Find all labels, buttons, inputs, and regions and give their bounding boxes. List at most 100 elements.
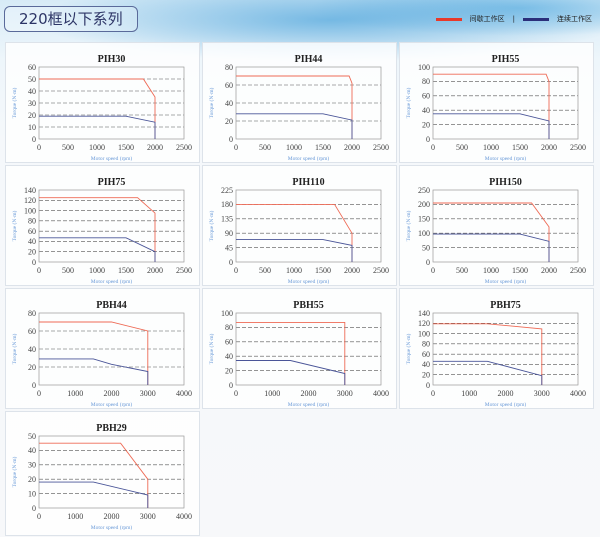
series-line-intermittent [433, 323, 543, 385]
x-axis-label: Motor speed (rpm) [485, 155, 527, 162]
chart-svg: PIH30 0 10 20 30 40 50 60 0 500 1000 1500 2000 2500 Mo… [11, 54, 192, 162]
x-tick-label: 0 [234, 266, 238, 275]
x-tick-label: 1500 [315, 266, 331, 275]
y-tick-label: 20 [28, 248, 36, 257]
x-tick-label: 1500 [118, 143, 134, 152]
y-tick-label: 60 [225, 338, 233, 347]
series-line-continuous [39, 237, 156, 262]
y-tick-label: 200 [418, 200, 430, 209]
y-tick-label: 50 [422, 243, 430, 252]
series-line-continuous [236, 239, 353, 262]
y-tick-label: 10 [28, 489, 36, 498]
y-tick-label: 250 [418, 186, 430, 195]
y-axis-label: Torque (N·m) [208, 88, 215, 119]
x-tick-label: 3000 [337, 389, 353, 398]
y-tick-label: 140 [24, 186, 36, 195]
y-tick-label: 80 [422, 340, 430, 349]
series-line-intermittent [39, 321, 149, 385]
x-axis-label: Motor speed (rpm) [288, 155, 330, 162]
x-tick-label: 2000 [104, 512, 120, 521]
x-tick-label: 2500 [176, 266, 192, 275]
y-tick-label: 40 [28, 446, 36, 455]
x-tick-label: 1500 [315, 143, 331, 152]
y-tick-label: 150 [418, 215, 430, 224]
x-tick-label: 500 [456, 143, 468, 152]
legend-label-intermittent: 间歇工作区 [469, 15, 505, 23]
y-tick-label: 20 [225, 117, 233, 126]
y-tick-label: 120 [418, 319, 430, 328]
x-axis-label: Motor speed (rpm) [485, 278, 527, 285]
x-tick-label: 1000 [89, 266, 105, 275]
x-tick-label: 1500 [118, 266, 134, 275]
y-tick-label: 0 [32, 381, 36, 390]
y-tick-label: 100 [221, 309, 233, 318]
x-tick-label: 0 [37, 266, 41, 275]
y-tick-label: 0 [229, 381, 233, 390]
y-tick-label: 90 [225, 229, 233, 238]
series-line-intermittent [236, 321, 346, 385]
y-tick-label: 80 [28, 309, 36, 318]
series-line-continuous [39, 481, 149, 508]
plot-frame [432, 189, 579, 263]
y-tick-label: 40 [28, 87, 36, 96]
chart-title: PIH55 [492, 54, 520, 65]
chart-panel-pih30: PIH30 0 10 20 30 40 50 60 0 500 1000 1500 2000 2500 Mo… [5, 42, 200, 163]
x-tick-label: 3000 [140, 389, 156, 398]
plot-frame [432, 312, 579, 386]
series-line-continuous [236, 360, 346, 385]
chart-svg: PBH44 0 20 40 60 80 0 1000 2000 3000 4000 Motor spe… [11, 300, 192, 408]
y-tick-label: 40 [28, 237, 36, 246]
x-tick-label: 0 [234, 143, 238, 152]
chart-title: PIH44 [295, 54, 323, 65]
y-tick-label: 80 [225, 323, 233, 332]
y-tick-label: 20 [422, 371, 430, 380]
y-tick-label: 40 [225, 352, 233, 361]
y-axis-label: Torque (N·m) [11, 211, 18, 242]
y-tick-label: 40 [225, 99, 233, 108]
plot-frame [235, 189, 382, 263]
series-line-continuous [236, 113, 353, 139]
series-line-continuous [433, 113, 550, 139]
x-tick-label: 0 [431, 143, 435, 152]
series-line-intermittent [236, 75, 353, 139]
plot-frame [38, 435, 185, 509]
y-tick-label: 60 [225, 81, 233, 90]
y-tick-label: 20 [422, 120, 430, 129]
x-tick-label: 0 [37, 389, 41, 398]
series-line-continuous [433, 360, 543, 385]
y-tick-label: 80 [422, 77, 430, 86]
series-line-intermittent [39, 442, 149, 508]
y-tick-label: 80 [28, 217, 36, 226]
chart-title: PBH29 [96, 423, 127, 434]
chart-panel-pbh29: PBH29 0 10 20 30 40 50 0 1000 2000 3000 4000 Motor s… [5, 411, 200, 536]
series-line-intermittent [433, 202, 550, 262]
chart-panel-pih75: PIH75 0 20 40 60 80 100 120 140 0 500 1000 1500 2000 2… [5, 165, 200, 286]
chart-panel-pih150: PIH150 0 50 100 150 200 250 0 500 1000 1500 2000 250… [399, 165, 594, 286]
x-tick-label: 2000 [541, 266, 557, 275]
x-tick-label: 0 [431, 389, 435, 398]
y-tick-label: 0 [32, 504, 36, 513]
legend-swatch-continuous [523, 17, 549, 21]
y-tick-label: 30 [28, 461, 36, 470]
chart-title: PIH75 [98, 177, 126, 188]
y-tick-label: 0 [32, 135, 36, 144]
x-axis-label: Motor speed (rpm) [288, 401, 330, 408]
x-tick-label: 0 [234, 389, 238, 398]
x-tick-label: 3000 [534, 389, 550, 398]
plot-frame [38, 312, 185, 386]
series-line-intermittent [39, 78, 156, 139]
x-tick-label: 500 [259, 266, 271, 275]
page-title: 220框以下系列 [4, 6, 138, 32]
x-tick-label: 0 [431, 266, 435, 275]
y-tick-label: 20 [28, 111, 36, 120]
x-axis-label: Motor speed (rpm) [91, 401, 133, 408]
chart-grid: PIH30 0 10 20 30 40 50 60 0 500 1000 1500 2000 2500 Mo… [5, 42, 594, 536]
x-tick-label: 1000 [67, 512, 83, 521]
x-tick-label: 2500 [570, 266, 586, 275]
y-tick-label: 0 [229, 258, 233, 267]
y-tick-label: 60 [422, 350, 430, 359]
x-tick-label: 1000 [264, 389, 280, 398]
y-tick-label: 60 [28, 227, 36, 236]
x-tick-label: 0 [37, 143, 41, 152]
